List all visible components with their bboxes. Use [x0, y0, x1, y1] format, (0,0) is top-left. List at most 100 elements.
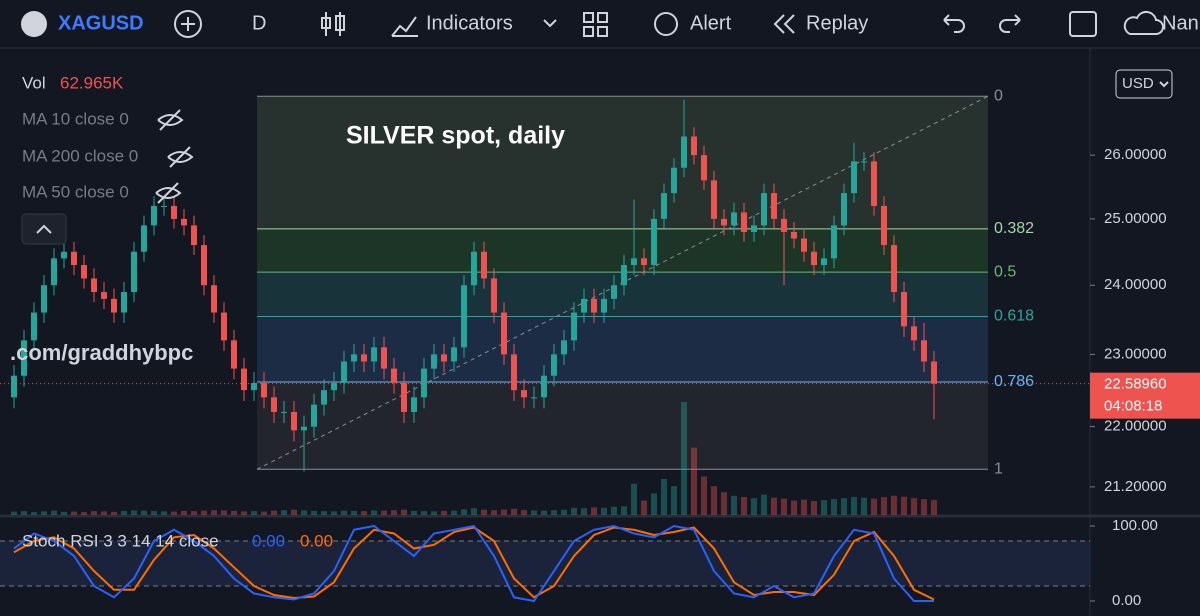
dropdown[interactable] [543, 19, 557, 28]
candle-body [251, 382, 257, 391]
undo[interactable] [943, 14, 965, 33]
fib-label: 0.382 [994, 220, 1034, 237]
volume-bar [761, 494, 767, 515]
candle-body [841, 193, 847, 226]
candle-body [861, 161, 867, 163]
candle-body [191, 225, 197, 246]
volume-bar [841, 498, 847, 515]
candle-body [301, 426, 307, 431]
candle-body [911, 326, 917, 341]
candle-body [521, 390, 527, 398]
volume-bar [221, 510, 227, 515]
volume-bar [751, 498, 757, 515]
candle-body [91, 278, 97, 293]
fib-label: 0 [994, 87, 1003, 104]
candle-body [11, 375, 17, 398]
candle-body [461, 285, 467, 348]
candle-body [541, 375, 547, 398]
candle-body [561, 340, 567, 355]
add-symbol[interactable] [174, 10, 202, 38]
y-tick-label: 22.00000 [1104, 418, 1167, 435]
volume-bar [91, 511, 97, 515]
volume-bar [791, 500, 797, 515]
volume-bar [31, 512, 37, 515]
currency-button[interactable] [1115, 69, 1173, 99]
volume-bar [151, 511, 157, 515]
symbol-icon[interactable] [21, 11, 47, 37]
volume-bar [871, 498, 877, 515]
candle-body [931, 361, 937, 384]
volume-bar [41, 511, 47, 515]
replay[interactable]: Replay [806, 12, 868, 34]
fib-label: 0.618 [994, 308, 1034, 325]
volume-bar [851, 496, 857, 515]
volume-bar [671, 486, 677, 515]
volume-bar [341, 510, 347, 515]
volume-bar [401, 509, 407, 515]
chart-type-body [335, 15, 345, 31]
volume-bar [291, 509, 297, 515]
volume-bar [631, 483, 637, 515]
candle-body [281, 411, 287, 413]
y-tick-label: 25.00000 [1104, 210, 1167, 227]
volume-bar [511, 508, 517, 515]
candle-body [831, 225, 837, 259]
y-tick-label: 26.00000 [1104, 146, 1167, 163]
fullscreen[interactable] [1069, 11, 1097, 37]
volume-bar [351, 510, 357, 515]
watermark: .com/graddhybpc [10, 340, 193, 365]
hide-icon[interactable] [167, 146, 194, 168]
candle-body [361, 354, 367, 362]
redo[interactable] [999, 14, 1021, 33]
candle-body [161, 205, 167, 207]
alert[interactable]: Alert [690, 12, 732, 34]
candle-body [121, 292, 127, 313]
add-icon [181, 17, 195, 31]
volume-bar [51, 510, 57, 515]
candle-body [611, 285, 617, 299]
y-tick-label: 24.00000 [1104, 276, 1167, 293]
volume-bar [771, 497, 777, 515]
account[interactable]: Nan [1162, 12, 1199, 34]
volume-bar [891, 495, 897, 515]
rsi-k: 0.00 [252, 531, 285, 550]
candle-body [71, 251, 77, 266]
volume-bar [561, 509, 567, 515]
layout-icon[interactable] [583, 12, 594, 23]
symbol[interactable]: XAGUSD [58, 12, 144, 34]
candle-body [241, 368, 247, 391]
collapse-icon [36, 224, 52, 234]
volume-bar [121, 510, 127, 515]
volume-bar [391, 510, 397, 515]
candle-body [551, 354, 557, 376]
hide-icon[interactable] [155, 182, 182, 204]
candle-body [211, 285, 217, 313]
volume-bar [681, 402, 687, 515]
candle-body [691, 136, 697, 156]
fib-band [257, 96, 988, 229]
volume-bar [831, 499, 837, 515]
candle-body [641, 258, 647, 266]
volume-bar [381, 510, 387, 515]
volume-bar [721, 492, 727, 515]
volume-bar [441, 510, 447, 515]
interval[interactable]: D [252, 12, 266, 34]
candle-body [571, 312, 577, 341]
collapse-button[interactable] [21, 213, 67, 245]
volume-bar [171, 511, 177, 515]
indicators[interactable]: Indicators [426, 12, 513, 34]
volume-bar [111, 511, 117, 515]
last-price-box [1090, 372, 1200, 419]
volume-bar [861, 497, 867, 515]
volume-bar [621, 506, 627, 515]
volume-bar [611, 506, 617, 515]
currency[interactable]: USD [1122, 75, 1154, 92]
hide-icon[interactable] [157, 109, 184, 131]
volume-bar [571, 507, 577, 515]
cloud-icon [1123, 10, 1164, 35]
rsi-title: Stoch RSI 3 3 14 14 close [22, 531, 219, 550]
volume-bar [601, 507, 607, 515]
volume-bar [591, 507, 597, 515]
volume-bar [691, 447, 697, 515]
volume-bar [251, 511, 257, 515]
